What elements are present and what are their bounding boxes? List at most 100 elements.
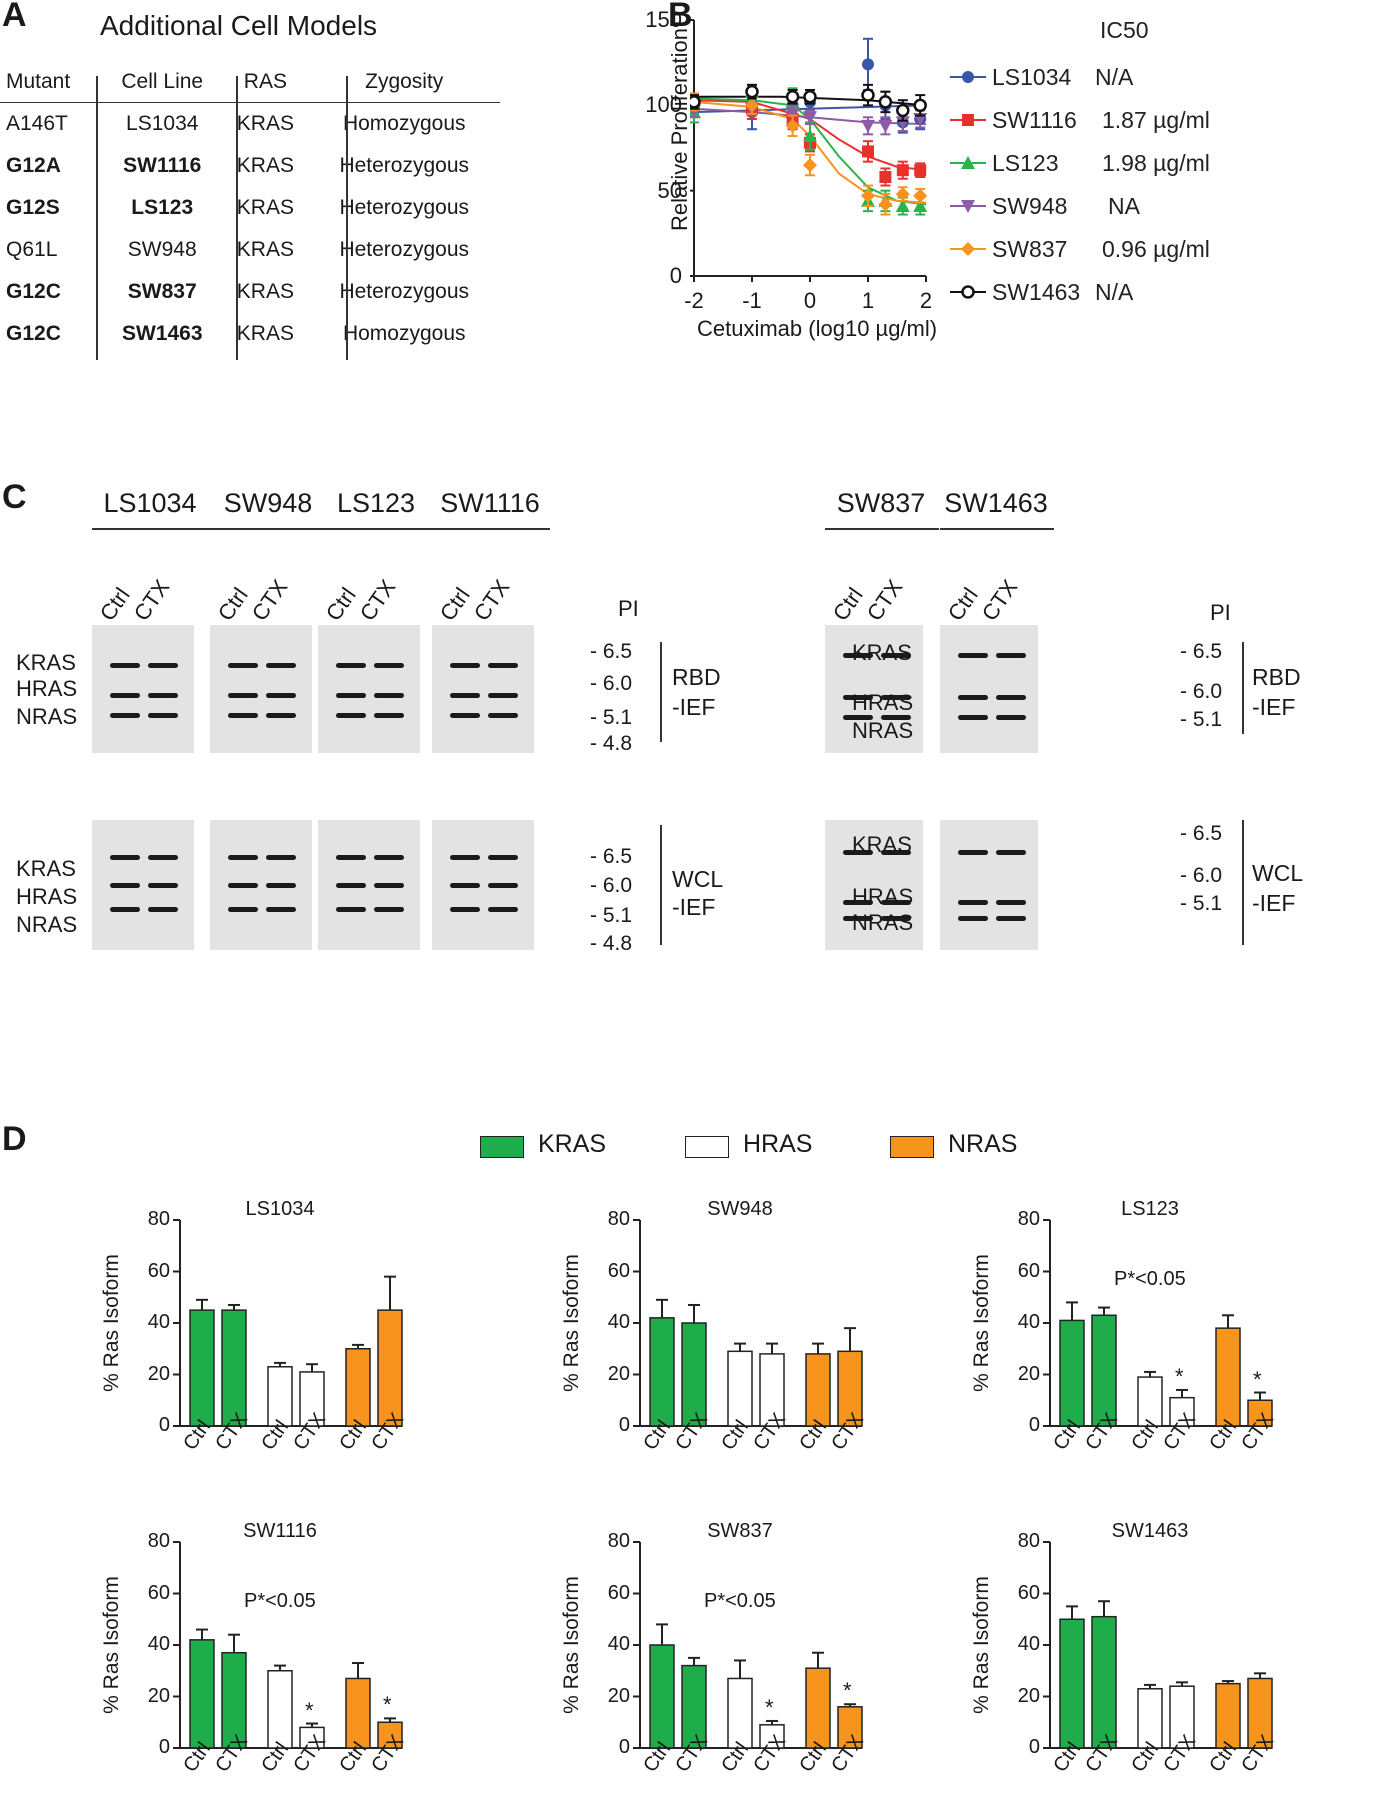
panel-b-letter: B: [668, 0, 693, 34]
band: [228, 907, 258, 912]
wcl-blot: [825, 820, 923, 950]
pi-value: - 5.1: [590, 706, 633, 729]
rbd-blot: [318, 625, 420, 753]
y-tick-label: 40: [147, 1633, 170, 1655]
bar-hras-ctx: [1169, 1685, 1195, 1749]
significance-note: P*<0.05: [244, 1590, 316, 1612]
legend-swatch-kras: [480, 1136, 524, 1158]
table-row: G12A SW1116 KRAS Heterozygous: [0, 145, 500, 187]
pi-value: - 4.8: [590, 932, 633, 955]
legend-series-name: SW1116: [992, 107, 1077, 133]
data-point-sw837: [785, 118, 800, 133]
band: [843, 695, 873, 700]
cell-zygosity: Homozygous: [342, 322, 466, 345]
significance-star: *: [765, 1694, 774, 1720]
band: [881, 916, 911, 921]
band: [488, 663, 518, 668]
y-tick-label: 0: [669, 263, 682, 288]
bar-nras-ctx: [837, 1706, 863, 1749]
data-point-sw1116: [914, 164, 927, 177]
y-tick-label: 80: [1017, 1530, 1040, 1552]
band: [488, 713, 518, 718]
bar-kras-ctx: [1091, 1615, 1117, 1749]
bar-hras-ctrl: [727, 1677, 753, 1749]
rbd-blot: [210, 625, 312, 753]
bar-kras-ctx: [221, 1651, 247, 1749]
y-tick-label: 40: [1017, 1311, 1040, 1333]
rbd-ief-label: RBD: [1252, 664, 1301, 690]
cell-zygosity: Heterozygous: [339, 238, 470, 261]
rbd-blot: [92, 625, 194, 753]
isoform-label-kras: KRAS: [852, 832, 912, 857]
band: [228, 883, 258, 888]
bracket-line: [1242, 820, 1244, 945]
data-point-sw948: [803, 111, 817, 125]
bar-kras-ctrl: [1059, 1618, 1085, 1749]
header-underline: [92, 528, 210, 530]
y-tick-label: 60: [147, 1259, 170, 1282]
blot-cell-header: LS123: [336, 488, 416, 518]
band: [450, 855, 480, 860]
table-divider: [96, 76, 98, 360]
y-tick-label: 40: [1017, 1633, 1040, 1655]
bar-nras-ctrl: [805, 1667, 831, 1749]
band: [110, 693, 140, 698]
wcl-blot: [210, 820, 312, 950]
data-point-sw837: [861, 188, 875, 203]
rbd-ief-label: -IEF: [672, 694, 716, 720]
isoform-label-hras: HRAS: [852, 690, 914, 715]
cell-ras: KRAS: [236, 154, 294, 177]
legend-ic50: 0.96 µg/ml: [1102, 236, 1210, 262]
band: [266, 855, 296, 860]
bar-hras-ctx: [759, 1353, 785, 1427]
band: [336, 663, 366, 668]
x-tick-label: -1: [742, 288, 762, 313]
y-tick-label: 20: [607, 1362, 630, 1385]
data-point-sw948: [878, 119, 893, 133]
data-point-sw948: [861, 119, 875, 133]
y-tick-label: 40: [607, 1633, 630, 1655]
data-point-sw837: [878, 197, 893, 212]
legend-marker: [962, 114, 974, 126]
band: [843, 900, 873, 905]
fit-curve-sw1463: [694, 95, 927, 107]
panel-a-title: Additional Cell Models: [100, 10, 378, 41]
panel-d-letter: D: [2, 1120, 27, 1158]
data-point-sw948: [895, 116, 910, 130]
bar-kras-ctx: [1091, 1314, 1117, 1427]
wcl-ief-label: WCL: [1252, 860, 1304, 886]
band: [958, 653, 988, 658]
data-point-sw837: [913, 188, 928, 203]
band: [488, 693, 518, 698]
pi-value: - 6.0: [1180, 864, 1223, 887]
band: [266, 663, 296, 668]
bar-chart-title: SW1116: [243, 1520, 317, 1542]
header-underline: [210, 528, 328, 530]
header-zygosity: Zygosity: [308, 70, 500, 103]
legend-marker: [961, 156, 975, 169]
cell-cell-line: SW948: [127, 238, 197, 261]
cell-ras: KRAS: [236, 112, 294, 135]
y-tick-label: 20: [147, 1684, 170, 1707]
y-tick-label: 150: [645, 7, 682, 32]
bar-chart-title: SW837: [707, 1520, 773, 1542]
band: [336, 907, 366, 912]
legend-label-hras: HRAS: [743, 1130, 813, 1158]
wcl-blot: [432, 820, 534, 950]
band: [266, 693, 296, 698]
data-point-sw1463: [803, 90, 817, 104]
bar-hras-ctrl: [727, 1350, 753, 1427]
y-tick-label: 50: [657, 177, 682, 203]
rbd-blot: [940, 625, 1038, 753]
isoform-label-nras: NRAS: [16, 912, 78, 937]
y-tick-label: 60: [147, 1581, 170, 1604]
pi-value: - 4.8: [590, 732, 633, 755]
band: [374, 693, 404, 698]
data-point-ls123: [803, 129, 817, 143]
cell-ras: KRAS: [236, 238, 294, 261]
fit-curve-sw837: [693, 100, 927, 204]
band: [228, 663, 258, 668]
band: [374, 883, 404, 888]
